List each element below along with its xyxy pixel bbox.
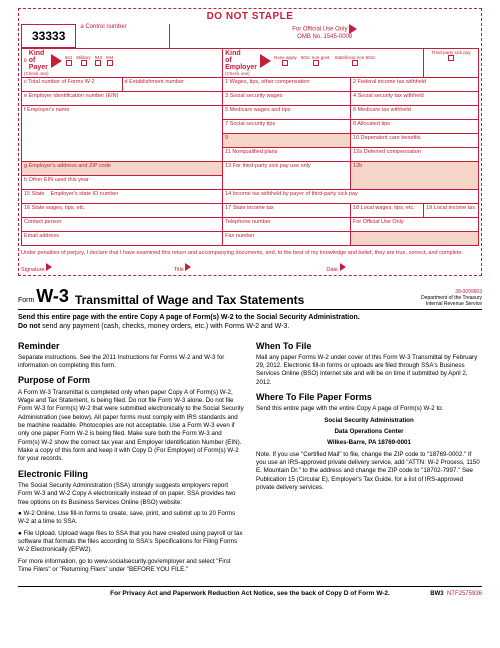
send-line-1: Send this entire page with the entire Co… [18, 314, 482, 321]
box-33333: 33333 [21, 24, 76, 48]
form-label: Form W-3 [18, 286, 69, 307]
field-15: 15 State Employer's state ID number [22, 190, 223, 204]
addr2: Data Operations Center [256, 428, 482, 436]
field-10: 10 Dependent care benefits [351, 134, 479, 148]
field-16: 16 State wages, tips, etc. [22, 204, 223, 218]
field-9: 9 [223, 134, 351, 148]
form-page: DO NOT STAPLE 33333 a Control number For… [0, 0, 500, 605]
reminder-h: Reminder [18, 340, 244, 352]
form-lower: Form W-3 Transmittal of Wage and Tax Sta… [18, 286, 482, 597]
field-email: Email address [22, 232, 223, 246]
efile-body: The Social Security Administration (SSA)… [18, 482, 244, 507]
purpose-h: Purpose of Form [18, 374, 244, 386]
field-19: 19 Local income tax [424, 204, 479, 218]
form-title: Transmittal of Wage and Tax Statements [75, 293, 304, 307]
field-17: 17 State income tax [223, 204, 351, 218]
field-f: f Employer's name [22, 106, 223, 162]
control-number-label: a Control number [80, 24, 170, 48]
bw3-code: BW3 NTF2575936 [430, 591, 482, 597]
field-h: h Other EIN used this year [22, 176, 223, 190]
field-g: g Employer's address and ZIP code [22, 162, 223, 176]
field-2: 2 Federal income tax withheld [351, 78, 479, 92]
left-col: Reminder Separate instructions. See the … [18, 336, 244, 578]
official-use: For Official Use Only [170, 24, 479, 34]
field-5: 5 Medicare wages and tips [223, 106, 351, 120]
when-h: When To File [256, 340, 482, 352]
perjury-text: Under penalties of perjury, I declare th… [21, 250, 479, 257]
form-upper: DO NOT STAPLE 33333 a Control number For… [18, 8, 482, 276]
main-grid: b Kind of Payer 941 Military 943 944 [21, 48, 479, 246]
purpose-body: A Form W-3 Transmittal is completed only… [18, 389, 244, 464]
where-body: Send this entire page with the entire Co… [256, 405, 482, 413]
right-col: When To File Mail any paper Forms W-2 un… [256, 336, 482, 578]
date-label: Date [326, 263, 479, 273]
send-line-2: Do not send any payment (cash, checks, m… [18, 323, 482, 330]
arrow-icon [51, 54, 62, 68]
footer: For Privacy Act and Paperwork Reduction … [18, 586, 482, 597]
arrow-icon [260, 54, 271, 68]
note: Note. If you use "Certified Mail" to fil… [256, 451, 482, 493]
field-12a: 12a Deferred compensation [351, 148, 479, 162]
field-6: 6 Medicare tax withheld [351, 106, 479, 120]
where-h: Where To File Paper Forms [256, 391, 482, 403]
field-14: 14 Income tax withheld by payer of third… [223, 190, 479, 204]
signature-label: Signature [21, 263, 174, 273]
field-11: 11 Nonqualified plans [223, 148, 351, 162]
field-tel: Telephone number [223, 218, 351, 232]
field-7: 7 Social security tips [223, 120, 351, 134]
field-18: 18 Local wages, tips, etc. [351, 204, 424, 218]
addr1: Social Security Administration [256, 417, 482, 425]
omb-number: OMB No. 1545-0008 [170, 34, 479, 40]
field-fax: Fax number [223, 232, 351, 246]
when-body: Mail any paper Forms W-2 under cover of … [256, 354, 482, 387]
dept-2: Internal Revenue Service [421, 301, 482, 307]
efile-h: Electronic Filing [18, 468, 244, 480]
field-official-only: For Official Use Only [351, 218, 479, 232]
do-not-staple: DO NOT STAPLE [91, 11, 409, 22]
field-d: d Establishment number [122, 78, 223, 92]
field-1: 1 Wages, tips, other compensation [223, 78, 351, 92]
field-4: 4 Social security tax withheld [351, 92, 479, 106]
field-3: 3 Social security wages [223, 92, 351, 106]
field-12b: 12b [351, 162, 479, 190]
more: For more information, go to www.socialse… [18, 558, 244, 575]
addr3: Wilkes-Barre, PA 18769-0001 [256, 439, 482, 447]
title-label: Title [174, 263, 327, 273]
bul2: ● File Upload. Upload wage files to SSA … [18, 530, 244, 555]
field-e: e Employer identification number (EIN) [22, 92, 223, 106]
field-c: c Total number of Forms W-2 [22, 78, 123, 92]
arrow-icon [349, 24, 357, 34]
bul1: ● W-2 Online. Use fill-in forms to creat… [18, 510, 244, 527]
reminder-body: Separate instructions. See the 2011 Inst… [18, 354, 244, 371]
dept-1: Department of the Treasury [421, 295, 482, 301]
field-8: 8 Allocated tips [351, 120, 479, 134]
field-contact: Contact person [22, 218, 223, 232]
field-13: 13 For third-party sick pay use only [223, 162, 351, 190]
